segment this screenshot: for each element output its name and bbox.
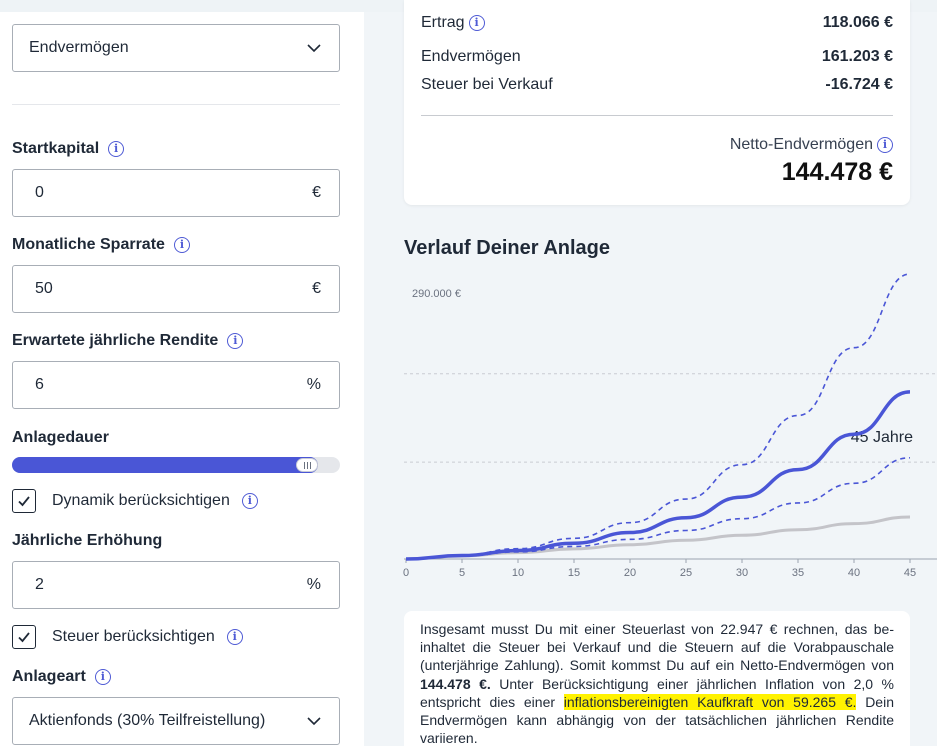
chart-x-tick-label: 40: [848, 567, 860, 579]
anlageart-label-text: Anlageart: [12, 668, 86, 685]
rendite-input[interactable]: 6 %: [12, 361, 340, 409]
chart-x-tick-label: 0: [403, 567, 409, 579]
series-line-main: [405, 390, 911, 561]
dynamik-checkbox[interactable]: [12, 489, 36, 513]
chart-x-tick-label: 30: [736, 567, 748, 579]
chart-title: Verlauf Deiner Anlage: [404, 237, 610, 259]
summary-divider: [421, 115, 893, 116]
explanation-netto: 144.478 €.: [420, 675, 491, 692]
summary-card: Ertrag i 118.066 € Endvermögen 161.203 €…: [404, 0, 910, 205]
slider-handle[interactable]: [296, 458, 319, 472]
rendite-label: Erwartete jährliche Rendite i: [12, 332, 244, 350]
chevron-down-icon: [307, 44, 321, 53]
chart-x-tick-label: 25: [680, 567, 692, 579]
goal-select[interactable]: Endvermögen: [12, 24, 340, 72]
erhoehung-value: 2: [35, 576, 44, 593]
explanation-part1: Insgesamt musst Du mit einer Steuerlast …: [420, 621, 894, 674]
netto-label: Netto-Endvermögen i: [730, 136, 893, 154]
endvermoegen-value: 161.203 €: [821, 48, 893, 65]
info-icon[interactable]: i: [173, 237, 190, 253]
info-icon[interactable]: i: [226, 629, 243, 645]
series-line-upper: [405, 273, 911, 560]
form-divider: [12, 104, 340, 105]
ertrag-row: Ertrag i 118.066 €: [421, 14, 893, 32]
sparrate-label-text: Monatliche Sparrate: [12, 236, 165, 253]
explanation-highlight: inflationsbereinigten Kaufkraft von 59.2…: [563, 693, 857, 710]
anlageart-select[interactable]: Aktienfonds (30% Teilfreistellung): [12, 697, 340, 745]
steuer-verkauf-label: Steuer bei Verkauf: [421, 76, 553, 93]
info-icon[interactable]: i: [227, 333, 244, 349]
rendite-value: 6: [35, 376, 44, 393]
startkapital-label-text: Startkapital: [12, 140, 100, 157]
goal-select-value: Endvermögen: [29, 39, 129, 56]
explanation-text: Insgesamt musst Du mit einer Steuerlast …: [404, 611, 910, 746]
ertrag-label: Ertrag: [421, 14, 465, 31]
steuer-checkbox[interactable]: [12, 625, 36, 649]
erhoehung-label-text: Jährliche Erhöhung: [12, 532, 163, 549]
erhoehung-input[interactable]: 2 %: [12, 561, 340, 609]
startkapital-input[interactable]: 0 €: [12, 169, 340, 217]
startkapital-label: Startkapital i: [12, 140, 125, 158]
steuer-verkauf-row: Steuer bei Verkauf -16.724 €: [421, 76, 893, 94]
currency-unit: €: [312, 280, 321, 297]
info-icon[interactable]: i: [94, 669, 111, 685]
chart-x-tick-label: 35: [792, 567, 804, 579]
chart-x-tick-label: 5: [459, 567, 465, 579]
info-icon[interactable]: i: [877, 137, 893, 153]
info-icon[interactable]: i: [241, 493, 258, 509]
check-icon: [18, 632, 30, 643]
chart-x-tick-label: 10: [512, 567, 524, 579]
chart-x-tick-label: 45: [904, 567, 916, 579]
info-icon[interactable]: i: [108, 141, 125, 157]
netto-value: 144.478 €: [781, 158, 893, 186]
startkapital-value: 0: [35, 184, 44, 201]
endvermoegen-row: Endvermögen 161.203 €: [421, 48, 893, 66]
anlageart-select-value: Aktienfonds (30% Teilfreistellung): [29, 712, 266, 729]
steuer-checkbox-row[interactable]: Steuer berücksichtigen i: [12, 625, 243, 649]
chart-x-tick-label: 15: [568, 567, 580, 579]
anlagedauer-label: Anlagedauer: [12, 429, 109, 447]
anlageart-label: Anlageart i: [12, 668, 111, 686]
steuer-verkauf-value: -16.724 €: [825, 76, 893, 93]
endvermoegen-label: Endvermögen: [421, 48, 521, 65]
netto-label-text: Netto-Endvermögen: [729, 136, 873, 153]
ertrag-value: 118.066 €: [822, 14, 893, 31]
check-icon: [18, 496, 30, 507]
anlagedauer-value: 45 Jahre: [850, 429, 913, 446]
sparrate-label: Monatliche Sparrate i: [12, 236, 190, 254]
slider-fill: [12, 457, 319, 473]
currency-unit: €: [312, 184, 321, 201]
explanation-part2: Unter Berücksichtigung einer jährlichen …: [420, 675, 894, 710]
erhoehung-label: Jährliche Erhöhung: [12, 532, 162, 550]
chevron-down-icon: [307, 717, 321, 726]
anlagedauer-slider[interactable]: [12, 457, 340, 473]
chart-y-top-label: 290.000 €: [412, 288, 461, 300]
explanation-part3: Dein Endvermögen kann abhängig von der t…: [420, 693, 894, 746]
dynamik-checkbox-row[interactable]: Dynamik berücksichtigen i: [12, 489, 258, 513]
chart-x-tick-label: 20: [624, 567, 636, 579]
dynamik-label: Dynamik berücksichtigen: [52, 492, 230, 509]
percent-unit: %: [306, 376, 321, 393]
sparrate-input[interactable]: 50 €: [12, 265, 340, 313]
rendite-label-text: Erwartete jährliche Rendite: [12, 332, 219, 349]
steuer-label: Steuer berücksichtigen: [52, 628, 215, 645]
growth-chart: 290.000 € 0 5 10 15 20 25 30 35 40 45: [403, 273, 937, 579]
percent-unit: %: [306, 576, 321, 593]
info-icon[interactable]: i: [468, 15, 485, 31]
anlagedauer-label-text: Anlagedauer: [12, 429, 109, 446]
sparrate-value: 50: [35, 280, 53, 297]
